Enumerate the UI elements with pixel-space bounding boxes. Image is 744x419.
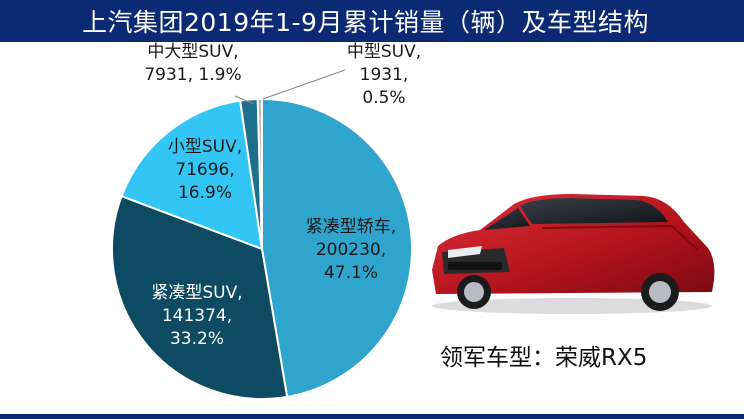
pie-slice-4 [256,97,263,250]
car-image [432,194,715,314]
pie-slice-0 [261,97,413,399]
slice-label-2: 小型SUV, 71696, 16.9% [168,137,242,203]
slice-label-4: 中型SUV, 1931, 0.5% [347,42,421,108]
slice-label-3: 中大型SUV, 7931, 1.9% [144,42,241,85]
leader-line-1 [262,69,346,100]
pie-slice-2 [120,99,264,251]
leader-line-0 [234,95,255,105]
title-bar: 上汽集团2019年1-9月累计销量（辆）及车型结构 [0,0,744,42]
pie-slice-1 [111,194,289,400]
lead-model-caption: 领军车型：荣威RX5 [440,345,648,371]
slice-label-1: 紧凑型SUV, 141374, 33.2% [151,283,242,349]
bottom-bar [0,414,744,419]
page-title: 上汽集团2019年1-9月累计销量（辆）及车型结构 [82,8,649,37]
slice-label-0: 紧凑型轿车, 200230, 47.1% [306,217,396,283]
